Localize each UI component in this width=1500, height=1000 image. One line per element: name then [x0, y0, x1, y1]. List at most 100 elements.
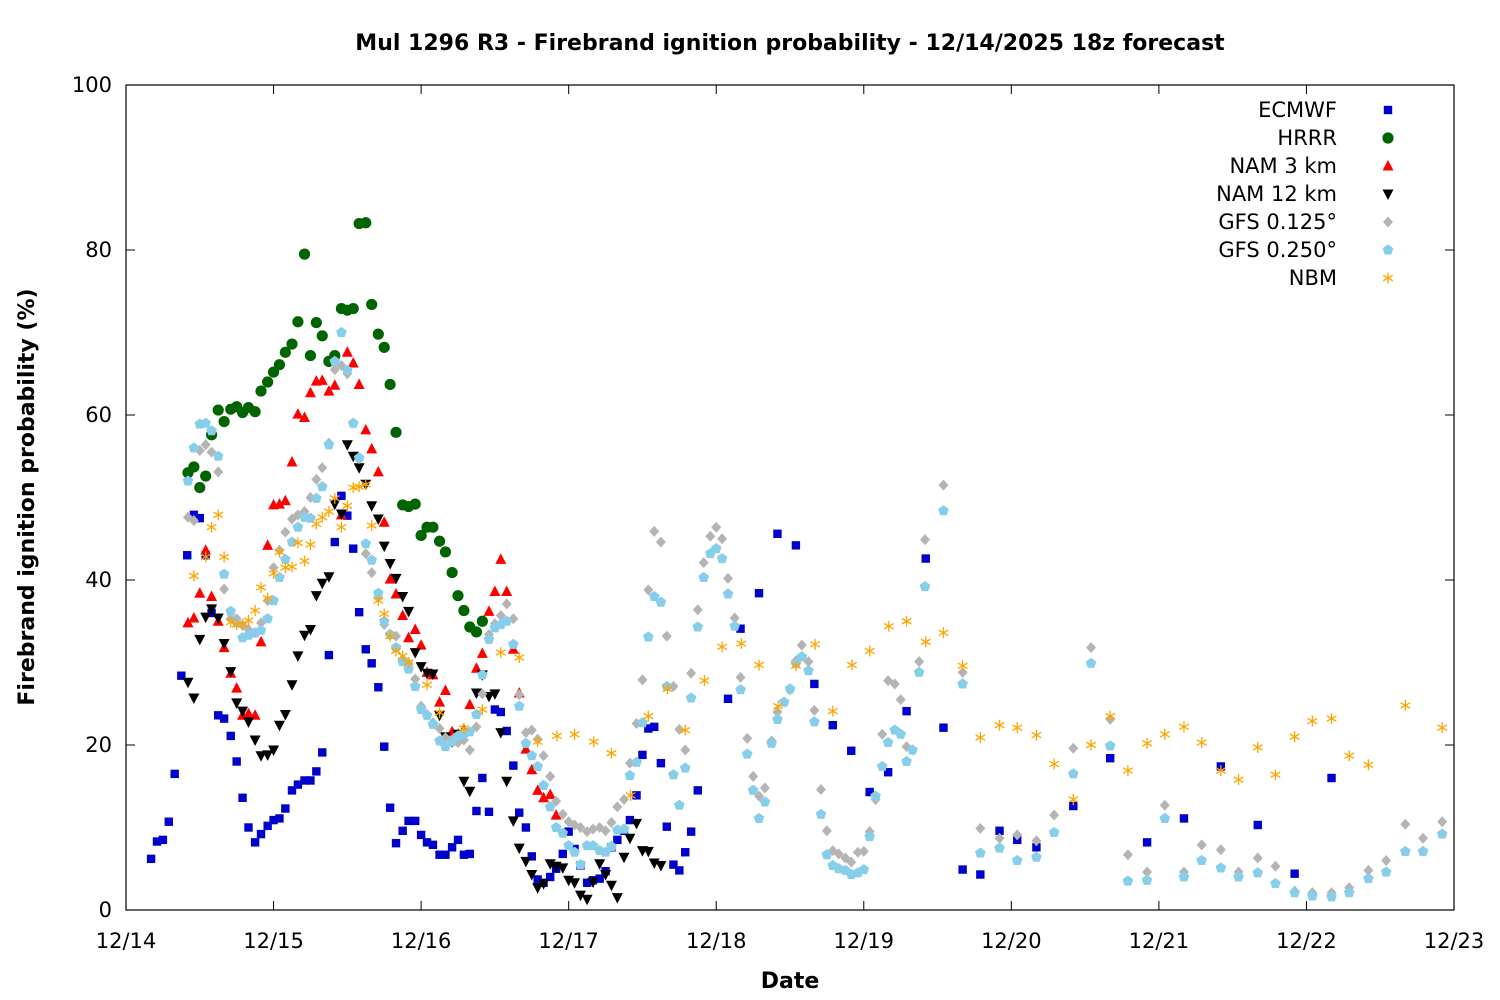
data-point — [913, 666, 925, 677]
data-point — [1067, 768, 1079, 779]
data-point — [410, 673, 421, 685]
data-point — [625, 789, 636, 801]
data-point — [329, 379, 341, 390]
data-point — [305, 512, 316, 523]
data-point — [409, 680, 421, 691]
data-point — [877, 728, 888, 740]
data-point — [255, 581, 267, 593]
data-point — [446, 566, 458, 579]
x-tick-label: 12/16 — [391, 929, 452, 953]
legend-marker — [1383, 216, 1393, 228]
data-point — [182, 475, 194, 486]
data-point — [200, 551, 211, 563]
data-point — [434, 696, 446, 707]
data-point — [213, 466, 224, 478]
data-point — [489, 585, 501, 597]
data-point — [975, 847, 986, 858]
legend-item: NAM 12 km — [1216, 182, 1394, 206]
data-point — [600, 825, 611, 837]
data-point — [380, 742, 389, 751]
data-point — [631, 756, 642, 767]
data-point — [809, 638, 821, 650]
data-point — [1105, 710, 1116, 722]
data-point — [520, 743, 532, 754]
data-point — [747, 784, 759, 795]
data-point — [372, 328, 384, 340]
data-point — [477, 688, 488, 700]
data-point — [606, 840, 617, 852]
data-point — [545, 770, 556, 782]
x-tick-label: 12/22 — [1276, 929, 1337, 953]
data-point — [532, 760, 544, 771]
x-tick-label: 12/20 — [981, 929, 1042, 953]
data-point — [1344, 750, 1355, 762]
data-point — [509, 761, 518, 770]
data-point — [939, 723, 948, 732]
data-point — [889, 678, 900, 690]
data-point — [182, 677, 194, 689]
data-point — [1418, 832, 1429, 844]
data-point — [249, 735, 261, 747]
data-point — [594, 859, 606, 870]
data-point — [354, 607, 364, 617]
data-point — [564, 827, 573, 836]
data-point — [316, 374, 328, 385]
data-point — [736, 638, 747, 650]
data-point — [411, 816, 420, 826]
data-point — [292, 521, 304, 532]
data-point — [434, 707, 445, 719]
data-point — [324, 650, 334, 660]
data-point — [212, 613, 224, 624]
data-point — [1363, 759, 1374, 771]
data-point — [268, 745, 280, 756]
data-point — [501, 615, 513, 626]
data-point — [693, 786, 702, 795]
data-point — [330, 537, 339, 547]
data-point — [975, 822, 986, 834]
data-point — [470, 626, 483, 638]
data-point — [360, 478, 371, 490]
data-point — [292, 316, 304, 328]
data-point — [255, 635, 267, 647]
data-point — [699, 675, 710, 687]
data-point — [188, 442, 200, 453]
legend-marker — [1382, 160, 1394, 171]
data-point — [495, 553, 507, 564]
data-point — [1343, 887, 1355, 898]
data-point — [865, 787, 874, 797]
data-point — [1252, 741, 1263, 753]
x-tick-label: 12/15 — [243, 929, 304, 953]
data-point — [669, 860, 678, 869]
data-point — [453, 835, 463, 845]
data-point — [618, 852, 630, 864]
data-point — [1031, 851, 1042, 862]
data-point — [439, 684, 451, 696]
data-point — [1252, 867, 1264, 878]
data-point — [310, 317, 322, 329]
data-point — [189, 510, 199, 520]
data-point — [433, 535, 446, 547]
data-point — [367, 659, 376, 668]
data-point — [501, 598, 512, 610]
data-point — [409, 623, 421, 634]
data-point — [194, 634, 206, 646]
data-point — [336, 521, 347, 533]
data-point — [1049, 809, 1060, 821]
data-point — [353, 463, 365, 474]
data-point — [316, 481, 328, 492]
data-point — [496, 707, 505, 717]
data-point — [441, 850, 450, 859]
data-point — [526, 724, 537, 736]
data-point — [544, 801, 556, 812]
data-point — [513, 843, 525, 855]
data-point — [379, 608, 390, 620]
data-point — [292, 651, 304, 662]
data-point — [390, 573, 402, 585]
data-point — [286, 680, 298, 691]
data-point — [613, 835, 622, 845]
data-point — [581, 894, 593, 906]
data-point — [1141, 874, 1153, 885]
data-point — [870, 790, 881, 801]
data-point — [938, 479, 949, 491]
data-point — [515, 808, 524, 817]
